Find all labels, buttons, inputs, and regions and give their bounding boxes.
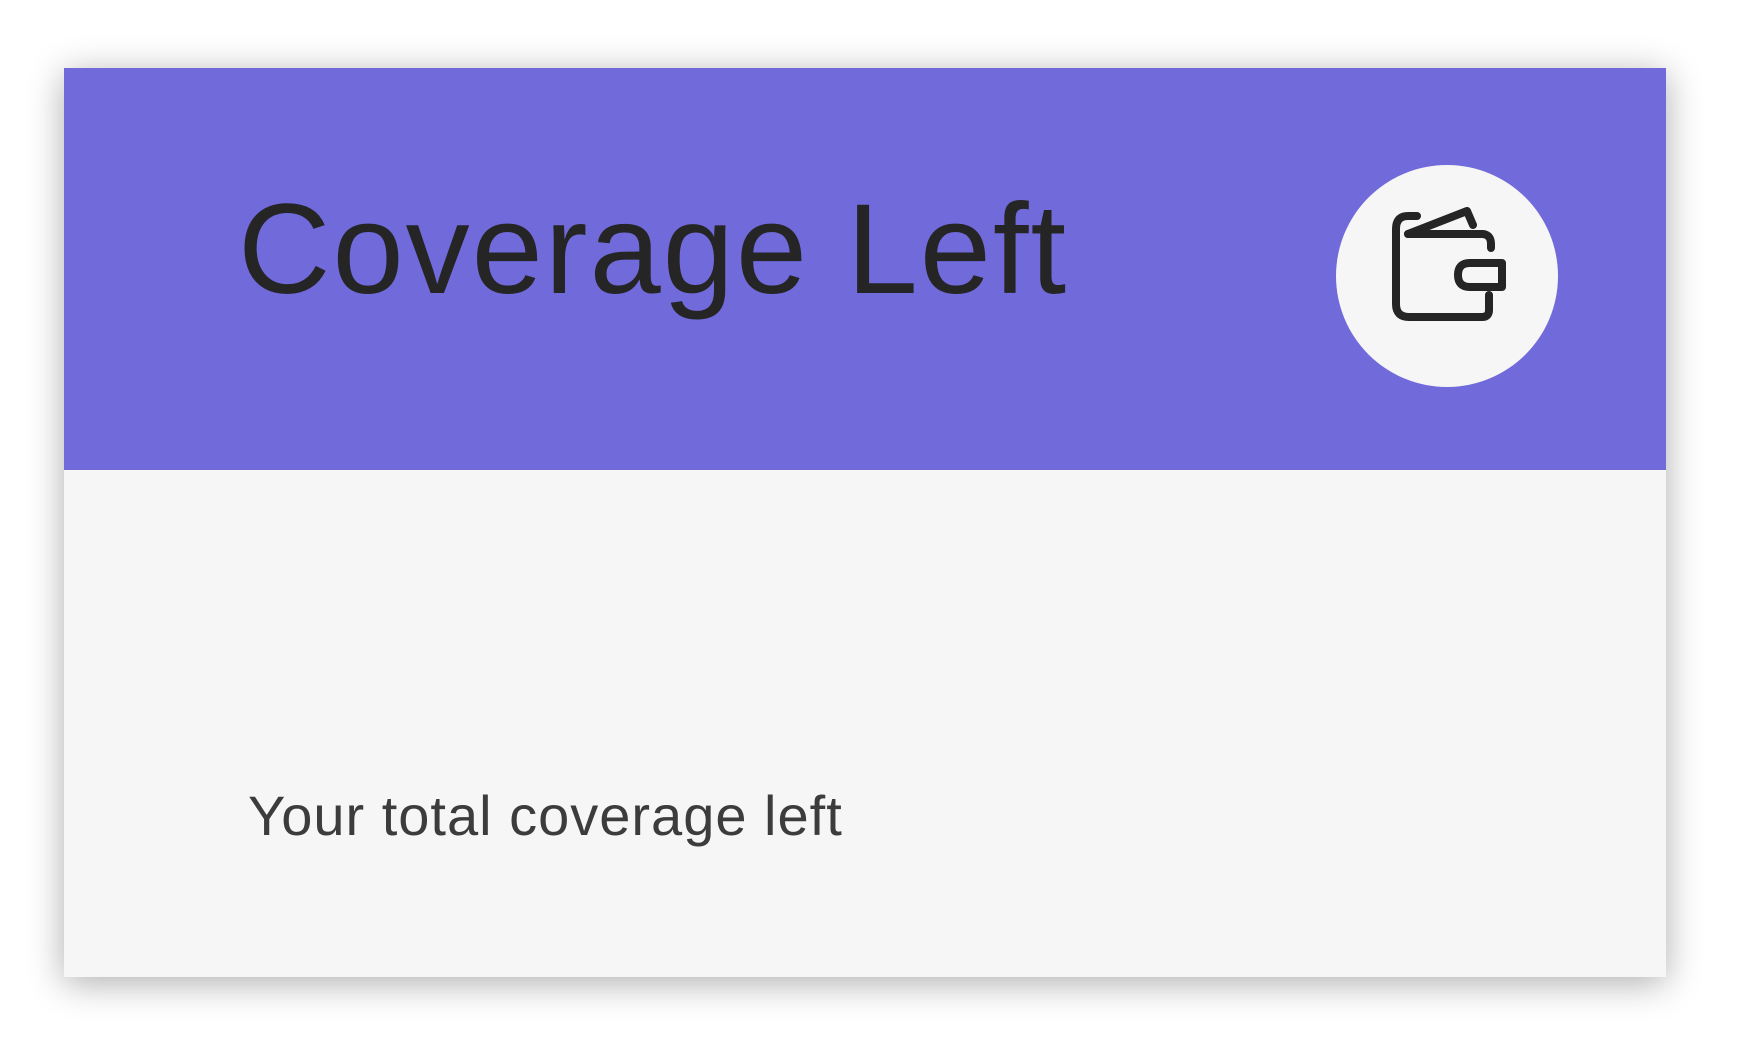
card-subtitle: Your total coverage left bbox=[248, 784, 843, 847]
wallet-icon bbox=[1392, 207, 1506, 321]
card-title: Coverage Left bbox=[238, 178, 1069, 321]
card-body: Your total coverage left bbox=[64, 470, 1666, 977]
wallet-icon-badge bbox=[1336, 165, 1558, 387]
card-header: Coverage Left bbox=[64, 68, 1666, 470]
coverage-card: Coverage Left Your total coverage left bbox=[64, 68, 1666, 977]
